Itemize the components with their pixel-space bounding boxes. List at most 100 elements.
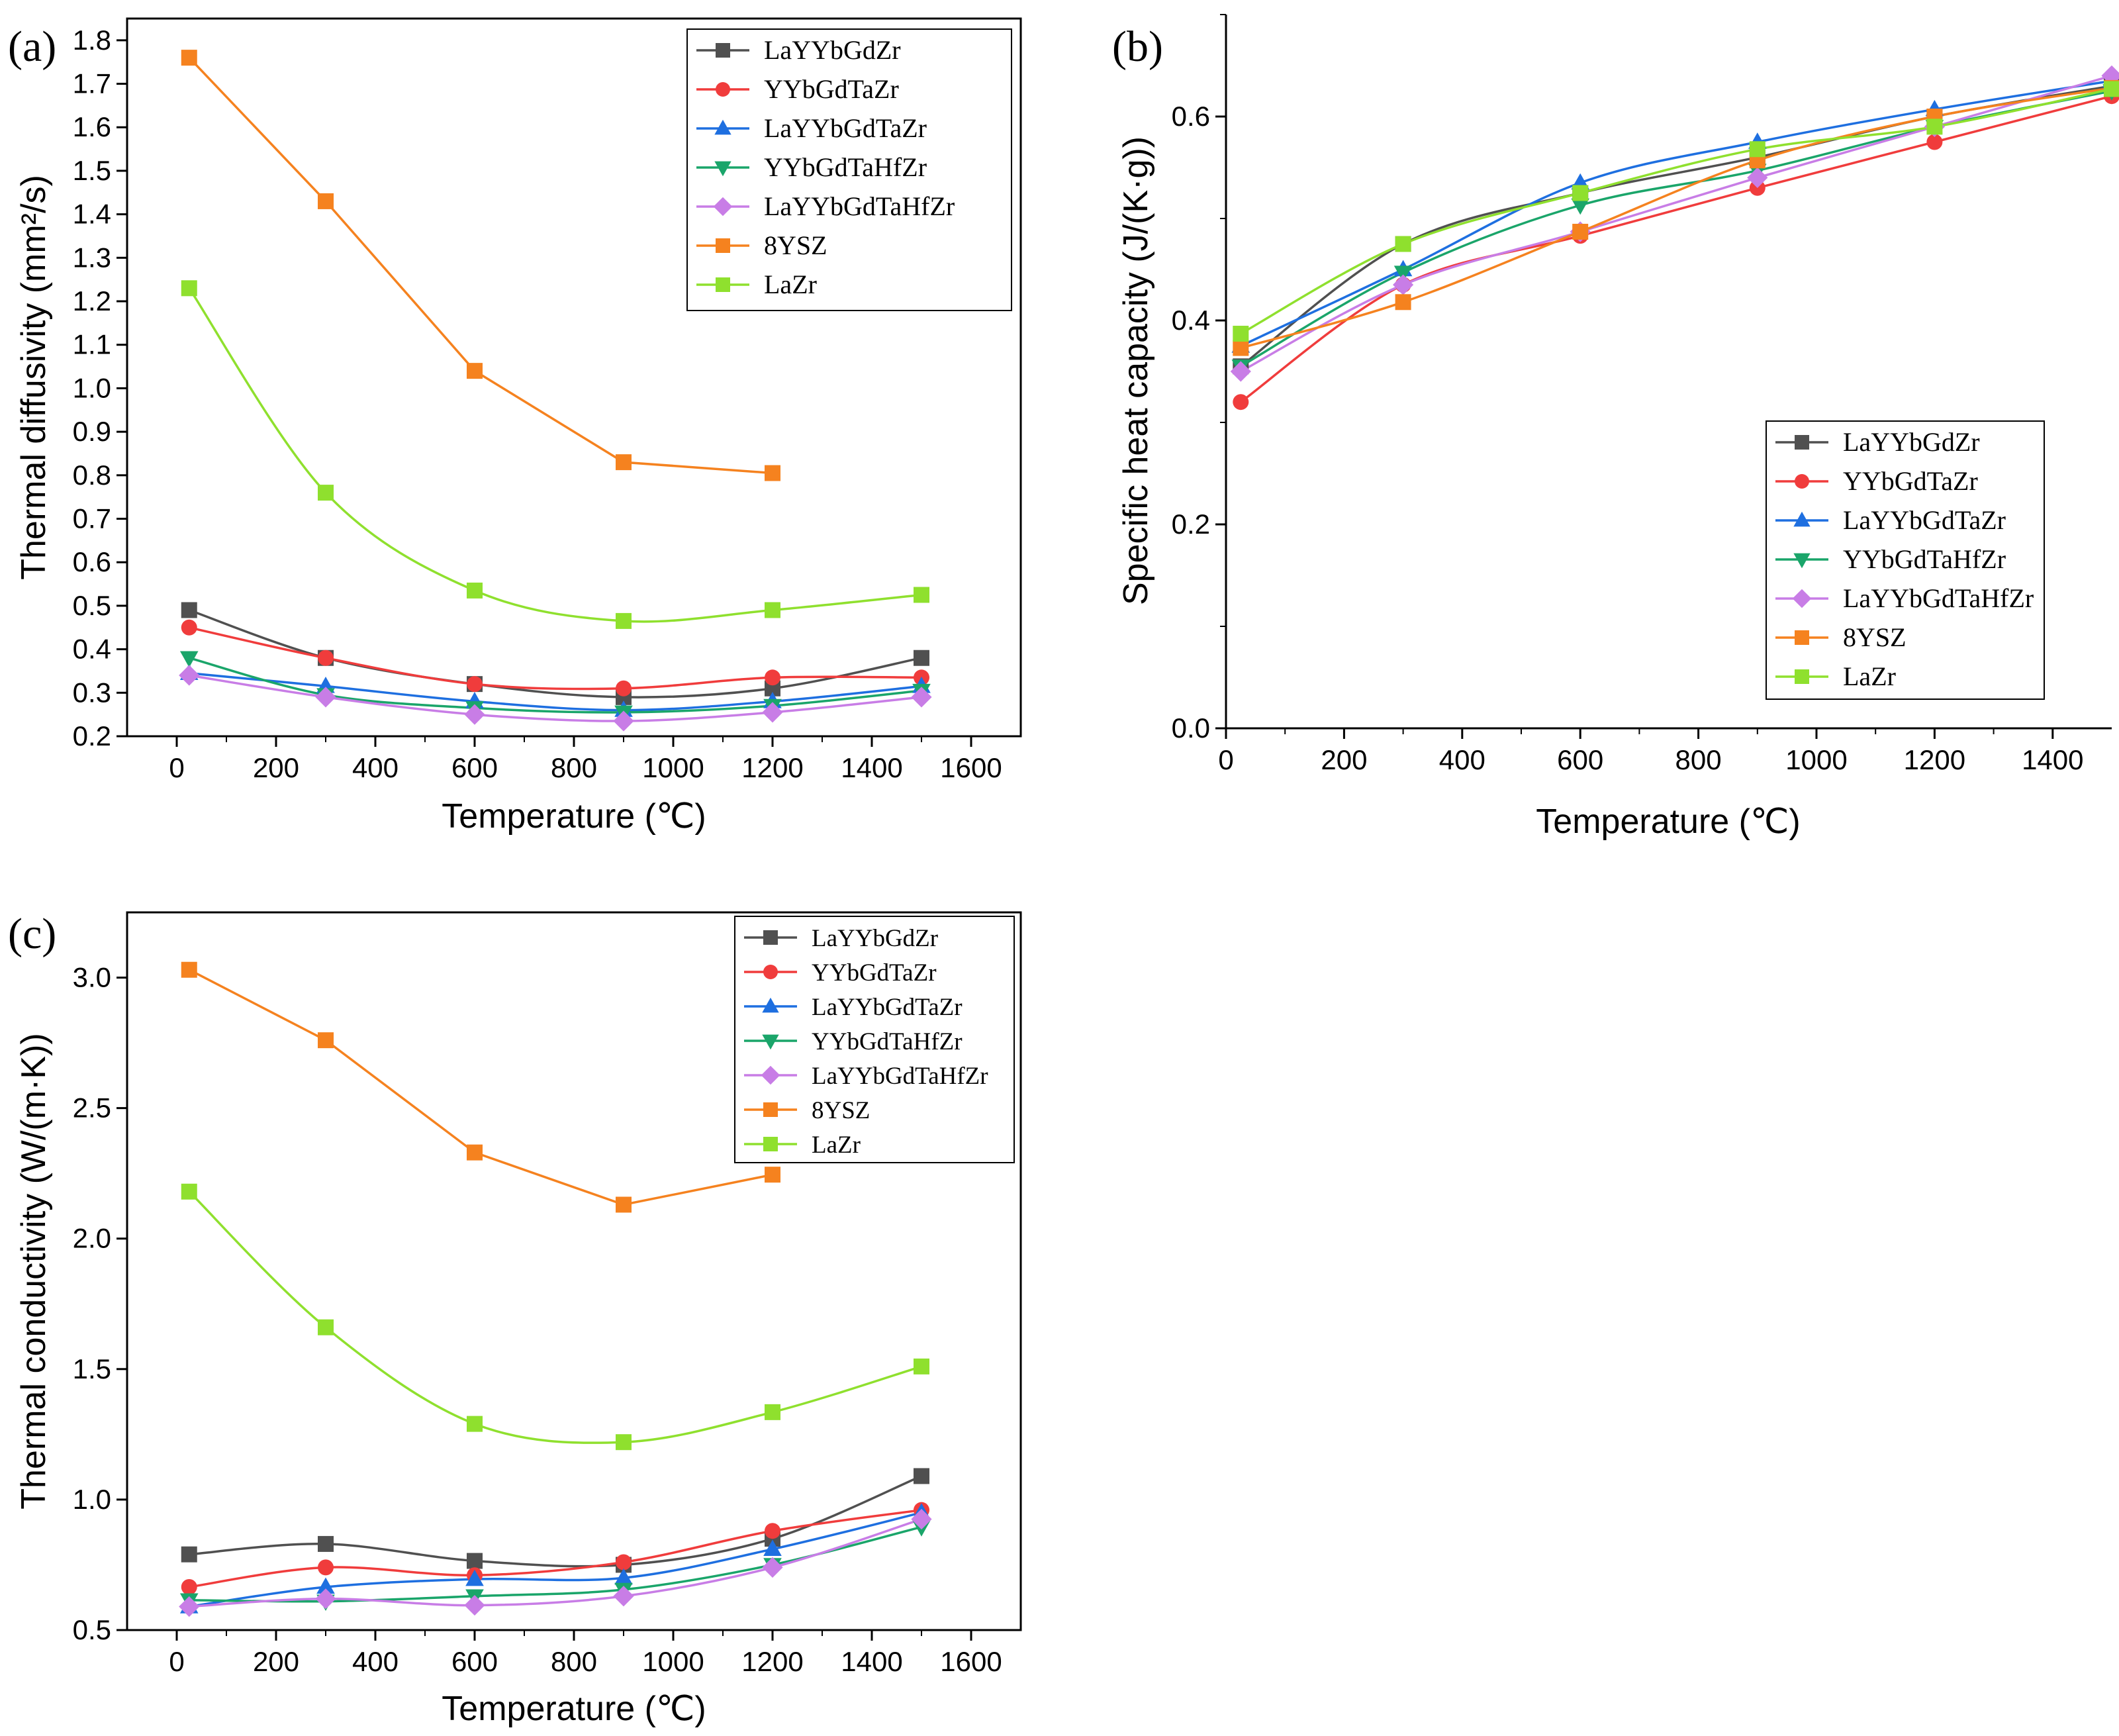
- panel-b-legend-marker-yybgdtazr: [1795, 474, 1809, 489]
- panel-a-point-8ysz: [318, 193, 334, 209]
- panel-a-series-markers: [179, 50, 932, 732]
- panel-c-y-tick-label: 1.5: [73, 1353, 111, 1384]
- panel-b-point-yybgdtahfzr: [1393, 265, 1413, 283]
- panel-c-legend-marker-layybgdtazr: [762, 997, 779, 1013]
- panel-c-point-layybgdtahfzr: [315, 1588, 336, 1610]
- panel-a-y-tick-label: 0.8: [73, 459, 111, 491]
- panel-c-point-lazr: [318, 1319, 334, 1335]
- panel-a-y-tick-label: 1.4: [73, 199, 111, 230]
- panel-b-legend-label: LaYYbGdTaZr: [1843, 505, 2006, 535]
- panel-a-legend: LaYYbGdZr YYbGdTaZr LaYYbGdTaZr YYbGdTaHfZr…: [686, 28, 1012, 311]
- panel-a-legend-label: LaYYbGdTaZr: [764, 113, 927, 143]
- panel-c-point-layybgdzr: [914, 1468, 929, 1484]
- panel-b-point-layybgdtahfzr: [1230, 361, 1251, 382]
- panel-b-y-axis-title: Specific heat capacity (J/(K·g)): [1117, 136, 1155, 605]
- panel-a-point-8ysz: [616, 454, 632, 471]
- panel-a-legend-marker-8ysz: [716, 238, 730, 253]
- panel-c-legend-marker-layybgdzr: [763, 930, 778, 945]
- panel-b-legend-label: LaYYbGdTaHfZr: [1843, 583, 2034, 613]
- panel-a-x-tick-label: 1600: [940, 752, 1002, 783]
- panel-a-legend-label: YYbGdTaHfZr: [764, 152, 927, 182]
- panel-b-y-tick-label: 0.4: [1172, 305, 1210, 336]
- panel-c-point-lazr: [616, 1434, 632, 1451]
- panel-c-line-yybgdtazr: [189, 1508, 922, 1588]
- panel-a-legend-label: YYbGdTaZr: [764, 74, 899, 104]
- panel-a-point-layybgdtahfzr: [179, 665, 200, 686]
- panel-a-x-axis-title: Temperature (℃): [442, 797, 706, 836]
- panel-a-y-tick-label: 1.6: [73, 111, 111, 142]
- panel-a-y-tick-label: 1.1: [73, 329, 111, 360]
- panel-a-point-layybgdtahfzr: [762, 702, 783, 723]
- panel-b-x-tick-label: 600: [1557, 744, 1603, 775]
- panel-c-x-tick-label: 600: [451, 1646, 498, 1677]
- panel-c-y-tick-label: 2.0: [73, 1223, 111, 1254]
- panel-a-point-8ysz: [765, 465, 780, 481]
- panel-c-x-tick-label: 200: [253, 1646, 299, 1677]
- panel-a-y-tick-label: 0.3: [73, 677, 111, 708]
- panel-b-legend-marker-layybgdtahfzr: [1792, 589, 1812, 608]
- panel-c-legend-label: LaYYbGdZr: [812, 925, 938, 952]
- panel-b-x-tick-label: 800: [1675, 744, 1722, 775]
- panel-c-x-axis: 0 200 400 600 800 1000 1200 1400 1600: [169, 1630, 1002, 1677]
- panel-b-line-layybgdtahfzr: [1240, 74, 2112, 373]
- panel-c-x-tick-label: 0: [169, 1646, 184, 1677]
- panel-a-y-axis: 0.2 0.3 0.4 0.5 0.6 0.7 0.8 0.9 1.0 1.1 1.2 1.3 1.4 1…: [73, 24, 127, 751]
- panel-c-point-8ysz: [318, 1032, 334, 1049]
- panel-c-point-yybgdtazr: [181, 1578, 197, 1595]
- panel-a-point-layybgdtahfzr: [464, 704, 485, 725]
- panel-b-legend-label: LaZr: [1843, 661, 1896, 691]
- panel-a-legend-marker-yybgdtazr: [716, 82, 730, 97]
- panel-a-y-tick-label: 0.6: [73, 546, 111, 577]
- panel-b-y-tick-label: 0.6: [1172, 101, 1210, 132]
- panel-b-point-8ysz: [1572, 224, 1589, 240]
- panel-a-x-tick-label: 1400: [841, 752, 902, 783]
- panel-c-legend-marker-layybgdtahfzr: [761, 1065, 780, 1085]
- panel-b-point-8ysz: [1233, 340, 1249, 356]
- panel-c-point-layybgdzr: [181, 1546, 197, 1563]
- panel-a-point-layybgdzr: [914, 650, 929, 666]
- panel-a-point-lazr: [765, 602, 780, 618]
- panel-c-point-lazr: [765, 1404, 780, 1420]
- panel-b-legend-marker-8ysz: [1795, 630, 1809, 645]
- panel-a-x-tick-label: 1000: [642, 752, 704, 783]
- panel-c-line-layybgdtazr: [189, 1511, 922, 1608]
- panel-a-legend-label: 8YSZ: [764, 230, 827, 260]
- panel-a-point-lazr: [318, 485, 334, 501]
- panel-a-legend-marker-layybgdtahfzr: [713, 197, 733, 217]
- panel-c-legend-box: [734, 916, 1015, 1163]
- panel-c-point-lazr: [181, 1183, 197, 1200]
- panel-c-point-yybgdtazr: [765, 1523, 780, 1539]
- panel-b-x-tick-label: 400: [1439, 744, 1485, 775]
- panel-c-legend-marker-lazr: [763, 1137, 778, 1151]
- panel-a-point-yybgdtazr: [616, 680, 632, 697]
- panel-c-point-layybgdtahfzr: [762, 1557, 783, 1578]
- panel-a-y-tick-label: 1.8: [73, 24, 111, 56]
- panel-c-series-lines: [188, 969, 922, 1608]
- panel-a-legend-marker-layybgdzr: [716, 43, 730, 58]
- panel-c-point-layybgdzr: [318, 1535, 334, 1552]
- panel-a-line-yybgdtazr: [189, 626, 922, 691]
- panel-c-point-layybgdtazr: [465, 1569, 484, 1586]
- panel-a-point-yybgdtazr: [467, 676, 483, 693]
- panel-a-point-layybgdzr: [181, 602, 197, 618]
- panel-b-point-layybgdtahfzr: [1393, 274, 1414, 295]
- panel-b-legend-label: YYbGdTaZr: [1843, 466, 1978, 496]
- panel-c-series-markers: [179, 961, 932, 1617]
- panel-c-x-tick-label: 1600: [940, 1646, 1002, 1677]
- panel-b-point-layybgdtahfzr: [1747, 167, 1768, 188]
- panel-b-x-tick-label: 200: [1321, 744, 1367, 775]
- panel-a-line-layybgdtazr: [189, 671, 922, 712]
- panel-a-point-layybgdtahfzr: [911, 687, 932, 708]
- panel-a-x-tick-label: 600: [451, 752, 498, 783]
- panel-c-x-tick-label: 400: [352, 1646, 399, 1677]
- panel-c-line-layybgdtahfzr: [189, 1518, 922, 1608]
- panel-a-x-tick-label: 0: [169, 752, 184, 783]
- panel-c-x-tick-label: 1200: [741, 1646, 803, 1677]
- panel-b-x-tick-label: 0: [1218, 744, 1233, 775]
- panel-a-line-yybgdtahfzr: [189, 657, 922, 714]
- panel-c-legend-marker-8ysz: [763, 1102, 778, 1117]
- panel-c-point-8ysz: [467, 1144, 483, 1161]
- panel-b-legend: LaYYbGdZr YYbGdTaZr LaYYbGdTaZr YYbGdTaHfZr…: [1766, 420, 2045, 700]
- panel-b-line-lazr: [1240, 87, 2112, 335]
